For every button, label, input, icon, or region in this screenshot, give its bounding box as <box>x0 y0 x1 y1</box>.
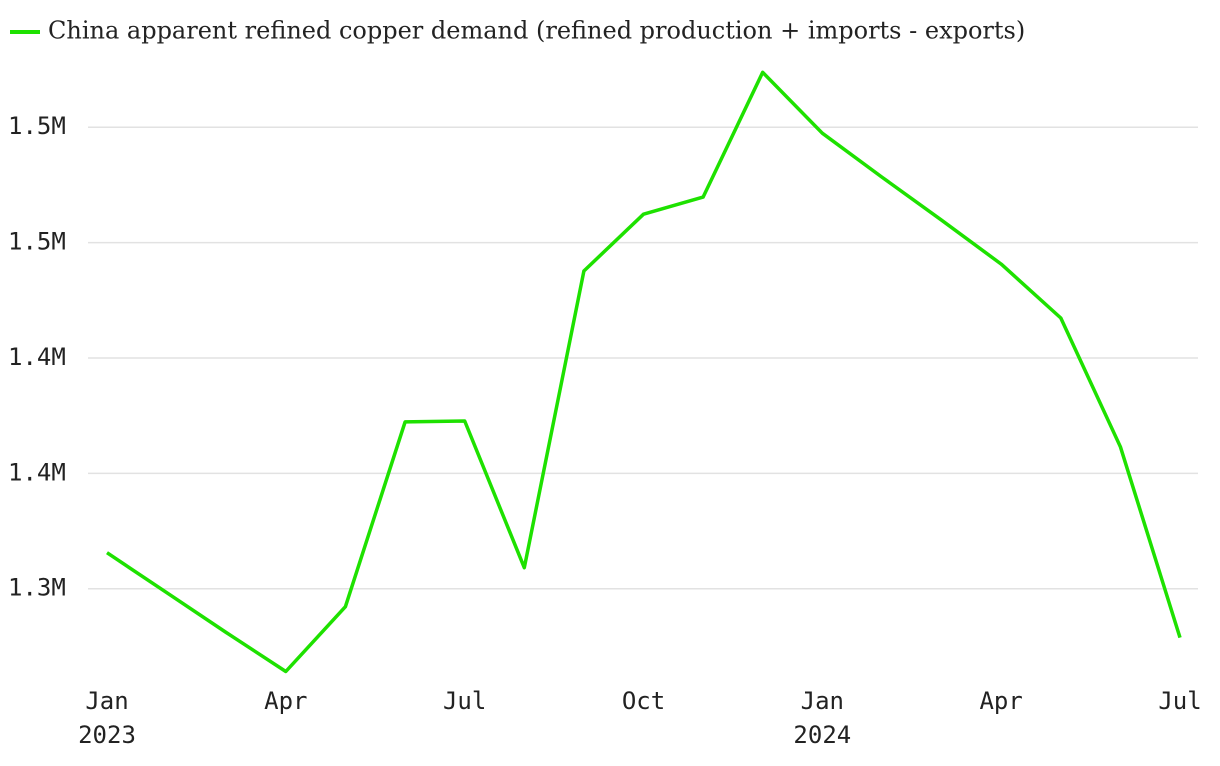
y-tick-label: 1.5M <box>8 228 66 256</box>
x-tick-label: Jul <box>1158 687 1201 715</box>
x-tick-label: Jan <box>801 687 844 715</box>
x-tick-label: Jan <box>85 687 128 715</box>
y-tick-label: 1.4M <box>8 458 66 486</box>
x-tick-sublabel: 2024 <box>793 721 851 749</box>
y-tick-label: 1.4M <box>8 343 66 371</box>
x-tick-label: Jul <box>443 687 486 715</box>
legend-label: China apparent refined copper demand (re… <box>48 17 1025 45</box>
x-tick-label: Oct <box>622 687 665 715</box>
y-tick-label: 1.5M <box>8 112 66 140</box>
x-tick-label: Apr <box>979 687 1022 715</box>
x-tick-label: Apr <box>264 687 307 715</box>
series-line <box>106 70 1182 674</box>
y-tick-label: 1.3M <box>8 574 66 602</box>
x-tick-sublabel: 2023 <box>78 721 136 749</box>
